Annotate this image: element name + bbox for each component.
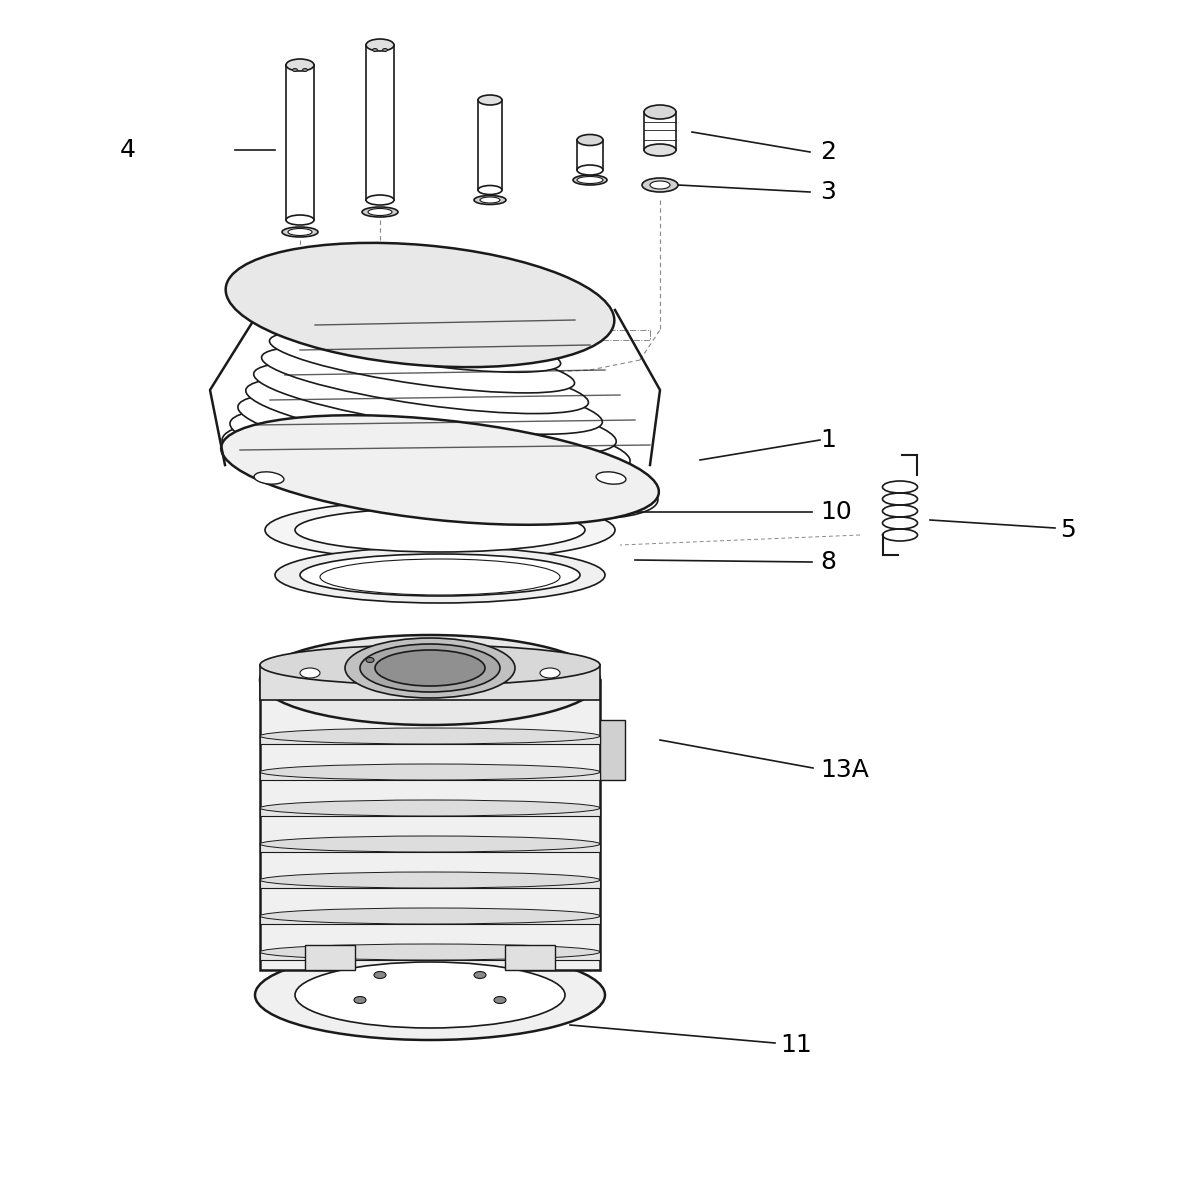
Ellipse shape <box>346 638 515 698</box>
Ellipse shape <box>275 547 605 602</box>
Ellipse shape <box>300 554 580 596</box>
Ellipse shape <box>577 176 604 184</box>
Ellipse shape <box>366 38 394 50</box>
Ellipse shape <box>360 644 500 692</box>
Bar <box>505 946 554 970</box>
Ellipse shape <box>596 472 626 484</box>
Ellipse shape <box>260 836 600 852</box>
Ellipse shape <box>260 728 600 744</box>
Ellipse shape <box>362 206 398 217</box>
Ellipse shape <box>260 635 600 725</box>
Ellipse shape <box>478 186 502 194</box>
Ellipse shape <box>644 144 676 156</box>
Ellipse shape <box>577 164 604 175</box>
Ellipse shape <box>642 178 678 192</box>
Bar <box>260 736 600 744</box>
Bar <box>577 140 604 170</box>
Text: 10: 10 <box>820 500 852 524</box>
Bar <box>260 880 600 888</box>
Ellipse shape <box>238 392 630 475</box>
Ellipse shape <box>286 59 314 71</box>
Ellipse shape <box>494 996 506 1003</box>
Ellipse shape <box>366 658 374 662</box>
Ellipse shape <box>302 68 307 72</box>
Text: 8: 8 <box>820 550 836 574</box>
Ellipse shape <box>277 316 560 372</box>
Ellipse shape <box>254 472 284 484</box>
Bar <box>366 44 394 200</box>
Ellipse shape <box>650 181 670 188</box>
Ellipse shape <box>644 104 676 119</box>
Ellipse shape <box>260 764 600 780</box>
Ellipse shape <box>260 908 600 924</box>
Ellipse shape <box>222 420 658 520</box>
Ellipse shape <box>478 95 502 104</box>
Ellipse shape <box>226 242 614 367</box>
Ellipse shape <box>295 508 586 552</box>
Ellipse shape <box>256 950 605 1040</box>
Ellipse shape <box>374 650 485 686</box>
Bar <box>478 100 502 190</box>
Ellipse shape <box>383 48 388 52</box>
Ellipse shape <box>288 228 312 235</box>
Bar <box>260 916 600 924</box>
Ellipse shape <box>374 972 386 978</box>
Ellipse shape <box>260 646 600 685</box>
Bar <box>260 680 600 970</box>
Text: 3: 3 <box>820 180 836 204</box>
Text: 5: 5 <box>1060 518 1075 542</box>
Text: 4: 4 <box>120 138 136 162</box>
Bar <box>644 112 676 150</box>
Bar <box>600 720 625 780</box>
Ellipse shape <box>260 944 600 960</box>
Ellipse shape <box>300 668 320 678</box>
Bar <box>260 952 600 960</box>
Bar <box>260 844 600 852</box>
Ellipse shape <box>480 197 500 203</box>
Text: 13A: 13A <box>820 758 869 782</box>
Ellipse shape <box>474 196 506 204</box>
Ellipse shape <box>270 331 575 392</box>
Ellipse shape <box>260 872 600 888</box>
Ellipse shape <box>372 48 378 52</box>
Bar <box>260 808 600 816</box>
Bar <box>260 665 600 700</box>
Ellipse shape <box>474 972 486 978</box>
Ellipse shape <box>282 227 318 236</box>
Bar <box>260 772 600 780</box>
Ellipse shape <box>368 209 392 216</box>
Text: 11: 11 <box>780 1033 811 1057</box>
Ellipse shape <box>366 194 394 205</box>
Ellipse shape <box>262 347 588 414</box>
Ellipse shape <box>286 215 314 226</box>
Ellipse shape <box>295 962 565 1028</box>
Ellipse shape <box>246 377 617 455</box>
Ellipse shape <box>354 996 366 1003</box>
Bar <box>305 946 355 970</box>
Ellipse shape <box>574 175 607 185</box>
Ellipse shape <box>221 415 659 524</box>
Ellipse shape <box>265 500 616 560</box>
Ellipse shape <box>253 361 602 434</box>
Bar <box>286 65 314 220</box>
Ellipse shape <box>293 68 298 72</box>
Text: 1: 1 <box>820 428 836 452</box>
Ellipse shape <box>260 800 600 816</box>
Ellipse shape <box>230 408 644 497</box>
Ellipse shape <box>577 134 604 145</box>
Text: 2: 2 <box>820 140 836 164</box>
Ellipse shape <box>540 668 560 678</box>
